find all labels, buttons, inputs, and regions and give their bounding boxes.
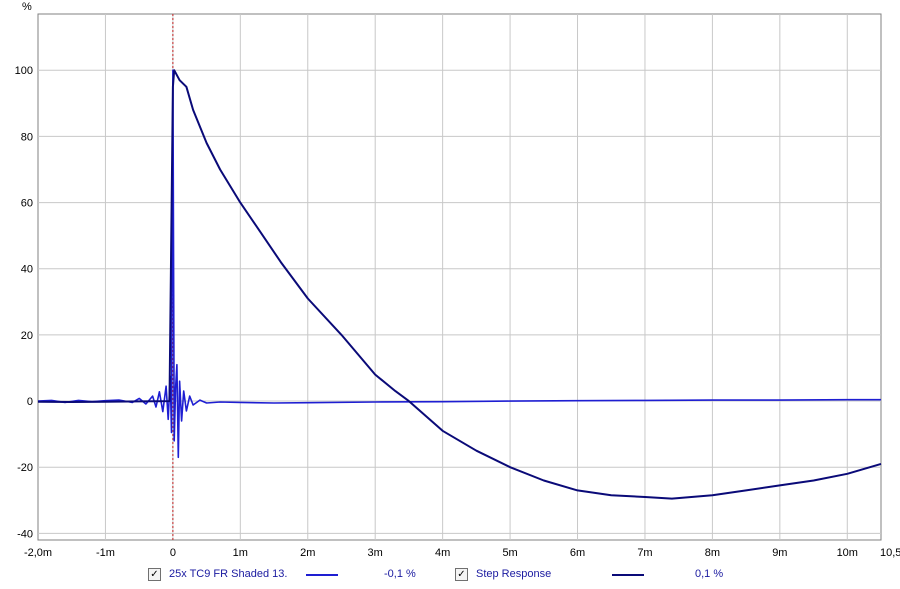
legend-value-2: 0,1 % [695, 568, 724, 580]
series-lines [37, 69, 882, 500]
legend-swatch-1 [306, 574, 338, 576]
legend: ✓ 25x TC9 FR Shaded 13. -0,1 % ✓ Step Re… [0, 566, 900, 584]
legend-label-1: 25x TC9 FR Shaded 13. [169, 568, 288, 580]
y-tick-label: 80 [21, 131, 33, 143]
x-tick-label: 6m [570, 547, 585, 559]
x-tick-label: 4m [435, 547, 450, 559]
x-tick-label: 10m [837, 547, 858, 559]
x-tick-label: 8m [705, 547, 720, 559]
y-axis-ticks: 100 80 60 40 20 0 -20 -40 [15, 65, 33, 540]
y-tick-label: -20 [17, 462, 33, 474]
x-tick-label: -2,0m [24, 547, 52, 559]
plot-area [37, 13, 882, 541]
legend-item-2[interactable]: ✓ Step Response [455, 566, 551, 582]
y-axis-unit: % [22, 1, 32, 13]
x-tick-label: 3m [368, 547, 383, 559]
x-axis-ticks: -2,0m -1m 0 1m 2m 3m 4m 5m 6m 7m 8m 9m 10m 10,5ms [24, 547, 900, 559]
x-tick-label: 2m [300, 547, 315, 559]
x-tick-label: 0 [170, 547, 176, 559]
legend-checkbox-1[interactable]: ✓ [148, 567, 161, 581]
legend-value-1: -0,1 % [384, 568, 416, 580]
x-tick-label: 7m [637, 547, 652, 559]
x-tick-label: 10,5ms [880, 547, 900, 559]
y-tick-label: 40 [21, 264, 33, 276]
x-tick-label: 9m [772, 547, 787, 559]
series-line-2 [37, 69, 882, 500]
x-tick-label: -1m [96, 547, 115, 559]
x-tick-label: 1m [233, 547, 248, 559]
y-tick-label: 0 [27, 396, 33, 408]
y-tick-label: -40 [17, 528, 33, 540]
legend-item-1[interactable]: ✓ 25x TC9 FR Shaded 13. [148, 566, 287, 582]
x-tick-label: 5m [502, 547, 517, 559]
legend-label-2: Step Response [476, 568, 552, 580]
y-tick-label: 100 [15, 65, 33, 77]
y-tick-label: 20 [21, 330, 33, 342]
legend-checkbox-2[interactable]: ✓ [455, 567, 468, 581]
legend-swatch-2 [612, 574, 644, 576]
y-tick-label: 60 [21, 198, 33, 210]
